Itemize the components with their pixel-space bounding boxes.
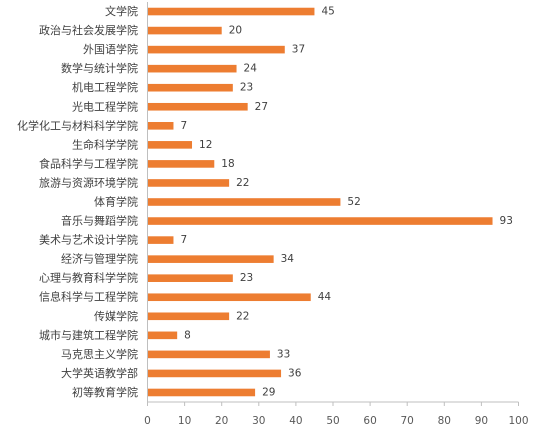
data-label: 7 [180,234,187,246]
bar [147,160,215,168]
bar [147,45,285,54]
x-tick-label: 70 [401,415,414,427]
category-label: 光电工程学院 [72,99,138,113]
category-label: 信息科学与工程学院 [39,290,138,304]
bar [147,388,256,397]
bar [147,217,493,225]
x-tick-label: 80 [438,415,451,427]
data-label: 22 [236,310,249,322]
x-tick-label: 90 [475,415,488,427]
category-label: 大学英语教学部 [61,366,138,380]
bars [147,7,493,397]
bar [147,255,274,263]
x-tick-label: 0 [144,415,151,427]
category-label: 传媒学院 [94,309,138,323]
data-label: 23 [240,272,253,284]
category-label: 体育学院 [94,195,138,209]
category-label: 化学化工与材料科学学院 [17,118,138,132]
data-label: 22 [236,177,249,189]
category-label: 政治与社会发展学院 [39,23,138,37]
bar [147,179,230,187]
x-tick-label: 30 [252,415,265,427]
data-label: 20 [229,25,242,37]
data-label: 23 [240,82,253,94]
category-label: 文学院 [105,4,138,18]
bar [147,64,237,73]
category-label: 机电工程学院 [72,80,138,94]
data-label: 8 [184,329,191,341]
category-label: 生命科学学院 [72,137,138,151]
x-tick-labels: 0 10 20 30 40 50 60 70 80 90 100 [144,415,528,427]
bar [147,369,282,378]
bar [147,293,311,302]
x-tick-label: 60 [363,415,376,427]
axes [147,2,519,406]
category-label: 城市与建筑工程学院 [39,328,138,342]
category-label: 音乐与舞蹈学院 [61,214,138,228]
x-tick-label: 10 [178,415,191,427]
category-label: 数学与统计学院 [61,61,138,75]
category-label: 旅游与资源环境学院 [39,175,138,189]
x-tick-label: 20 [215,415,228,427]
category-label: 心理与教育科学学院 [39,271,138,285]
category-label: 美术与艺术设计学院 [39,233,138,247]
data-label: 27 [255,101,268,113]
bar [147,102,248,111]
data-label: 24 [244,63,258,75]
data-label: 45 [321,6,334,18]
category-label: 经济与管理学院 [61,252,138,266]
data-label: 34 [281,253,295,265]
data-label: 33 [277,348,290,360]
bar [147,26,222,35]
bar [147,236,174,244]
x-tick-label: 40 [289,415,302,427]
bar [147,274,233,282]
data-label: 7 [180,120,187,132]
category-label: 初等教育学院 [72,385,138,399]
data-label: 29 [262,386,275,398]
data-label: 37 [292,44,305,56]
data-label: 52 [347,196,360,208]
category-label: 外国语学院 [83,42,138,56]
bar [147,141,193,149]
data-label: 18 [221,158,234,170]
bar [147,312,230,321]
data-label: 93 [500,215,513,227]
x-tick-label: 50 [326,415,339,427]
x-tick-label: 100 [508,415,528,427]
category-labels: 文学院政治与社会发展学院外国语学院数学与统计学院机电工程学院光电工程学院化学化工… [17,4,138,399]
bar [147,350,270,359]
bar [147,83,233,92]
bar [147,122,174,130]
bar [147,198,341,206]
category-label: 马克思主义学院 [61,347,138,361]
bar [147,331,178,340]
data-label: 36 [288,367,302,379]
data-label: 44 [318,291,332,303]
category-label: 食品科学与工程学院 [39,156,138,170]
data-label: 12 [199,139,212,151]
bar [147,7,315,16]
